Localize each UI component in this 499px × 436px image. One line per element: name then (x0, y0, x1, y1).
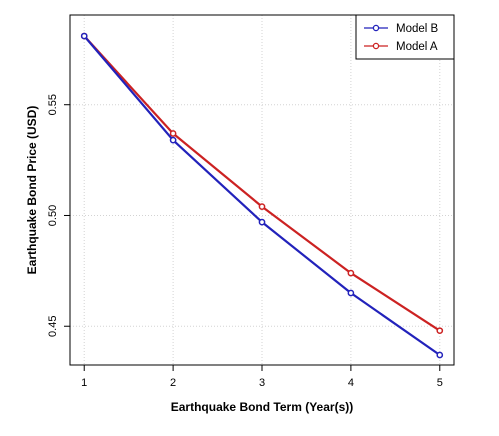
data-point (347, 289, 355, 297)
legend-box (355, 14, 455, 60)
data-point (347, 269, 355, 277)
data-point (436, 351, 444, 359)
legend-label: Model A (396, 41, 438, 53)
x-tick-label: 5 (437, 377, 443, 389)
legend: Model B Model A (355, 14, 455, 60)
legend-label: Model B (396, 23, 439, 35)
data-point (436, 327, 444, 335)
data-point (169, 130, 177, 137)
y-tick-label: 0.45 (47, 316, 59, 337)
data-point (80, 32, 88, 40)
x-tick-label: 4 (348, 377, 354, 389)
legend-marker (372, 24, 380, 32)
grid-lines (70, 15, 454, 365)
x-tick-label: 2 (170, 377, 176, 389)
x-axis-title: Earthquake Bond Term (Year(s)) (171, 400, 353, 414)
data-point (169, 136, 177, 144)
y-tick-label: 0.55 (47, 94, 59, 115)
legend-entries: Model B Model A (364, 23, 439, 53)
series-layer (80, 32, 444, 359)
legend-marker (372, 42, 380, 50)
axes: 1 2 3 4 5 0.45 0.50 0.55 (47, 94, 443, 389)
y-axis-title: Earthquake Bond Price (USD) (25, 106, 39, 275)
x-tick-label: 1 (81, 377, 87, 389)
data-point (258, 218, 266, 226)
x-tick-label: 3 (259, 377, 265, 389)
data-point (258, 203, 266, 210)
y-tick-label: 0.50 (47, 205, 59, 226)
